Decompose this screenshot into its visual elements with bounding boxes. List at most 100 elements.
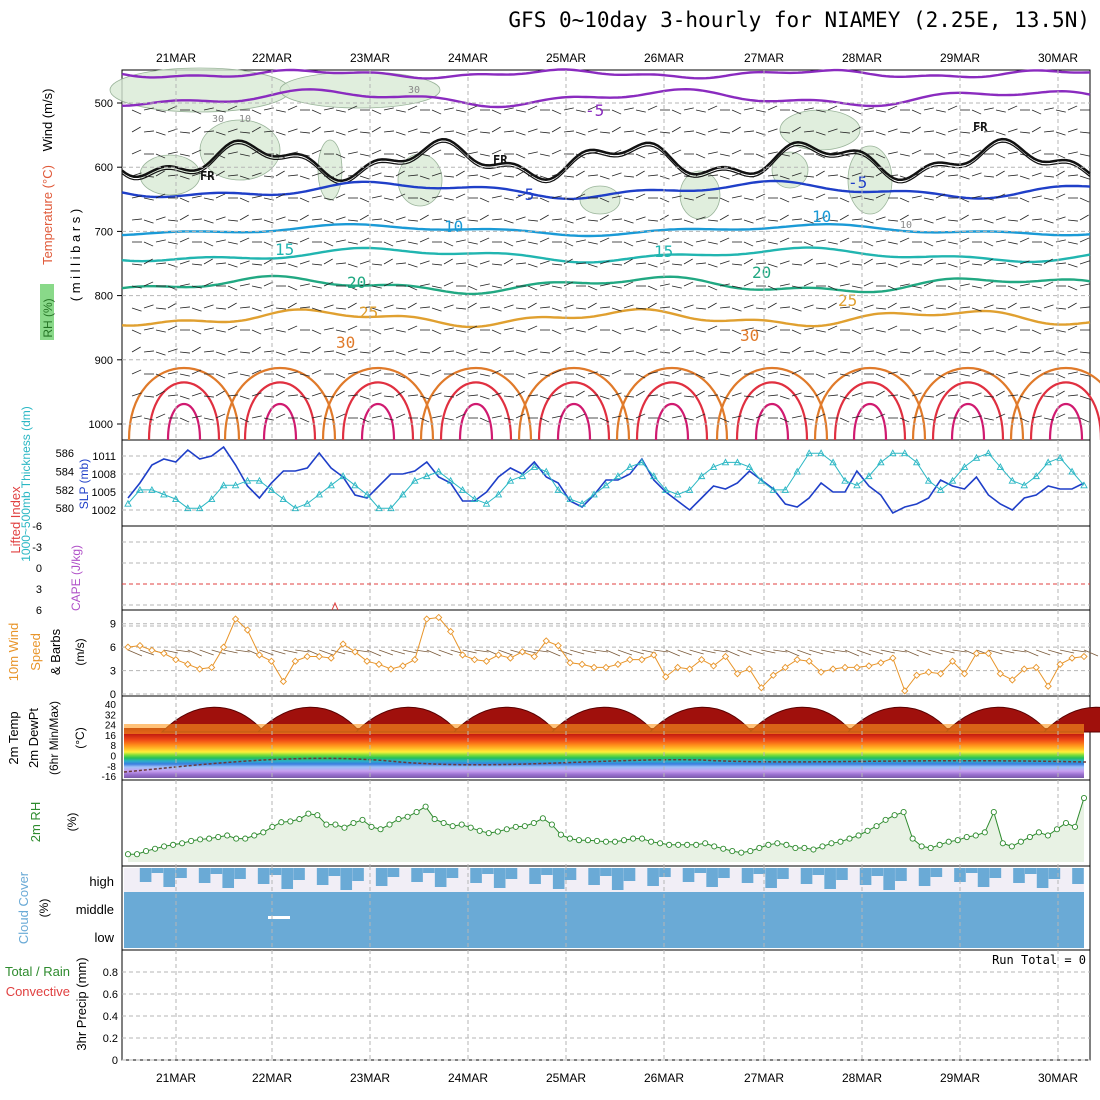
cloud-high-bar — [977, 868, 990, 887]
cloud-high-bar — [1072, 868, 1084, 884]
wind-barb — [743, 281, 754, 287]
wind-barb — [563, 107, 574, 111]
surface-wind-barb — [259, 649, 274, 656]
temp2m-bands — [123, 706, 1100, 778]
surface-wind-barb — [1024, 649, 1039, 657]
wind-barb — [491, 218, 502, 221]
wind-barb — [239, 175, 250, 180]
wind-barb — [347, 241, 358, 245]
wind-barb — [815, 307, 826, 310]
cloud-level-high: high — [89, 874, 114, 889]
wind-barb — [623, 175, 634, 178]
wind-barb — [791, 218, 802, 221]
wind10m-line-point — [315, 652, 323, 661]
cloud-middle-low — [124, 892, 1084, 948]
thickness-line-point — [650, 472, 658, 480]
thickness-line-point — [638, 458, 646, 466]
rh2m-line-point — [747, 848, 754, 855]
wind-barb — [875, 131, 886, 136]
contour-label: 30 — [740, 326, 759, 345]
wind-barb — [683, 350, 694, 353]
wind-barb — [479, 373, 490, 377]
rh2m-line-point — [801, 844, 808, 852]
wind-barb — [539, 153, 550, 157]
cloud-high-bar — [198, 868, 211, 883]
wind-barb — [395, 390, 405, 397]
wind-barb — [251, 172, 262, 177]
wind-barb — [731, 109, 742, 115]
wind-barb — [203, 395, 214, 398]
wind-barb — [311, 109, 322, 115]
wind-barb — [479, 260, 490, 265]
wind-barb — [1079, 260, 1090, 265]
wind-barb — [647, 302, 657, 309]
wind-barb — [371, 285, 382, 289]
wind-barb — [179, 351, 190, 354]
wind-barb — [1031, 329, 1042, 335]
wind-barb — [1079, 373, 1090, 377]
wind-barb — [851, 218, 862, 221]
wind-barb — [143, 175, 154, 178]
wind-barb — [467, 105, 478, 111]
wind-barb — [143, 130, 154, 133]
wind-barb — [947, 371, 958, 375]
boundary-layer-contour — [1009, 366, 1100, 441]
rh2m-line-point — [521, 823, 528, 830]
wind-barb — [527, 348, 538, 353]
wind-barb — [995, 153, 1006, 159]
day-label-bottom: 23MAR — [350, 1071, 390, 1085]
wind-barb — [563, 304, 574, 309]
wind-barb — [191, 126, 201, 133]
boundary-layer-contour — [1048, 402, 1084, 441]
wind-barb — [479, 417, 490, 423]
day-label-bottom: 22MAR — [252, 1071, 292, 1085]
wind-barb — [191, 329, 202, 335]
wind-barb — [371, 392, 382, 397]
temp-ylabel-unit: (°C) — [73, 727, 87, 748]
wind-barb — [503, 130, 514, 133]
wind-barb — [695, 373, 706, 379]
wind-barb — [731, 369, 742, 375]
temp-tick: 32 — [105, 710, 117, 721]
wind-barb — [527, 325, 538, 331]
wind-barb — [623, 107, 634, 111]
wind-barb — [251, 415, 262, 419]
wind-barb — [371, 415, 382, 419]
wind-barb — [599, 153, 610, 157]
wind-barb — [527, 394, 538, 397]
wind-barb — [707, 263, 718, 268]
rh-ylabel-unit: (%) — [65, 813, 79, 832]
wind-barb — [887, 219, 898, 222]
wind-barb — [491, 149, 502, 155]
wind-barb — [275, 262, 286, 265]
wind10m-line-point — [470, 656, 479, 664]
wind-barb — [959, 175, 970, 180]
wind-barb — [407, 219, 418, 222]
wind-barb — [683, 417, 694, 421]
surface-wind-barb — [713, 649, 728, 653]
contour-label: -5 — [848, 173, 867, 192]
wind-barb — [959, 351, 970, 354]
boundary-layer-contour — [166, 402, 202, 441]
wind-barb — [131, 126, 141, 133]
wind-barb — [323, 417, 334, 421]
wind-barb — [647, 394, 658, 397]
wind-barb — [971, 392, 982, 397]
cloud-high-bar — [930, 868, 943, 877]
wind-barb — [191, 285, 202, 289]
wind-barb — [479, 306, 490, 309]
wind-barb — [971, 369, 982, 375]
boundary-layer-contour — [537, 381, 611, 441]
wind-barb — [287, 394, 298, 397]
contour-label: 30 — [212, 114, 224, 125]
wind10m-line-point — [1080, 652, 1088, 661]
wind-barb — [791, 415, 802, 419]
wind-barb — [659, 260, 670, 265]
wind-barb — [143, 350, 154, 353]
wind-barb — [575, 390, 585, 397]
wind-barb — [683, 304, 694, 309]
wind-barb — [683, 175, 694, 178]
wind-barb — [215, 216, 226, 221]
wind10m-line-point — [925, 668, 933, 676]
wind-barb — [767, 325, 778, 331]
